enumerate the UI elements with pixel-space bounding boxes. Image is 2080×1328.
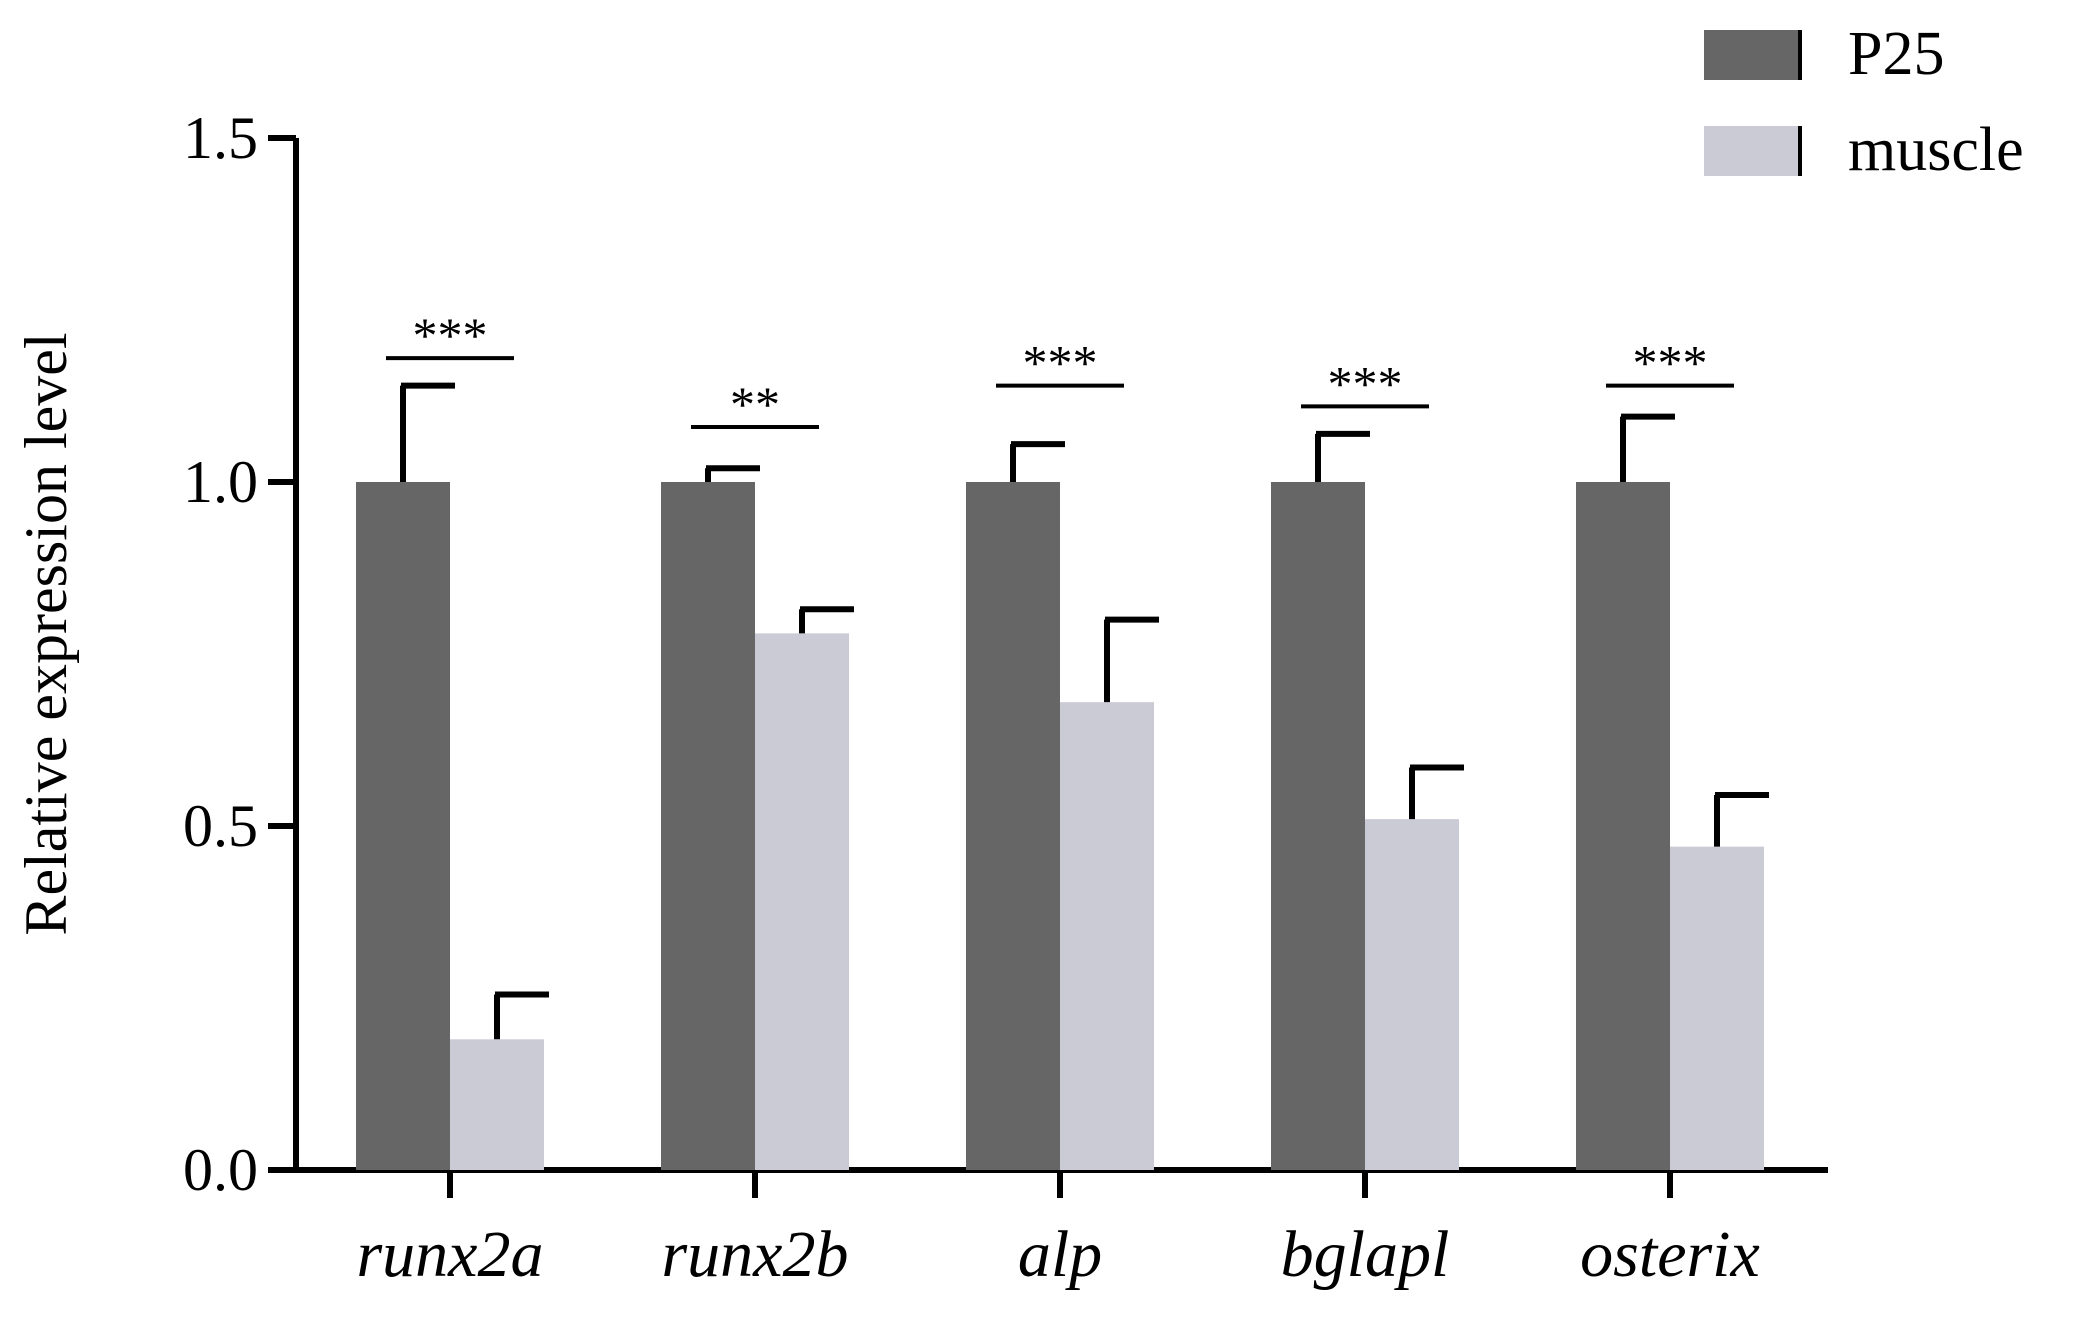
legend-swatch-muscle — [1704, 126, 1800, 176]
y-tick-label: 1.5 — [183, 105, 258, 171]
significance-label: *** — [413, 307, 488, 363]
x-tick-label: osterix — [1580, 1218, 1760, 1291]
x-tick-label: alp — [1018, 1218, 1102, 1291]
x-tick-label: runx2a — [357, 1218, 544, 1291]
error-bars — [400, 382, 1769, 1040]
bar-P25-bglapl — [1271, 482, 1365, 1170]
bar-P25-osterix — [1576, 482, 1670, 1170]
axes: 0.0 0.5 1.0 1.5 runx2a runx2b alp bglapl osterix — [183, 105, 1828, 1291]
bar-muscle-alp — [1060, 702, 1154, 1170]
bar-muscle-bglapl — [1365, 819, 1459, 1170]
bar-muscle-runx2b — [755, 633, 849, 1170]
bar-P25-runx2a — [356, 482, 450, 1170]
x-tick-label: runx2b — [662, 1218, 849, 1291]
significance-label: ** — [730, 376, 780, 432]
significance-label: *** — [1023, 335, 1098, 391]
legend: P25 muscle — [1704, 20, 2024, 184]
bars — [356, 482, 1764, 1170]
legend-label-P25: P25 — [1848, 20, 1944, 88]
bar-P25-alp — [966, 482, 1060, 1170]
y-tick-label: 1.0 — [183, 449, 258, 515]
bar-muscle-osterix — [1670, 846, 1764, 1170]
y-axis-title: Relative expression level — [13, 332, 79, 935]
x-tick-label: bglapl — [1281, 1218, 1450, 1291]
legend-label-muscle: muscle — [1848, 116, 2024, 184]
bar-muscle-runx2a — [450, 1039, 544, 1170]
significance-annotations: ******** *** *** — [386, 307, 1734, 432]
legend-swatch-P25 — [1704, 30, 1800, 80]
y-tick-label: 0.5 — [183, 793, 258, 859]
significance-label: *** — [1633, 335, 1708, 391]
y-tick-label: 0.0 — [183, 1137, 258, 1203]
significance-label: *** — [1328, 355, 1403, 411]
bar-P25-runx2b — [661, 482, 755, 1170]
